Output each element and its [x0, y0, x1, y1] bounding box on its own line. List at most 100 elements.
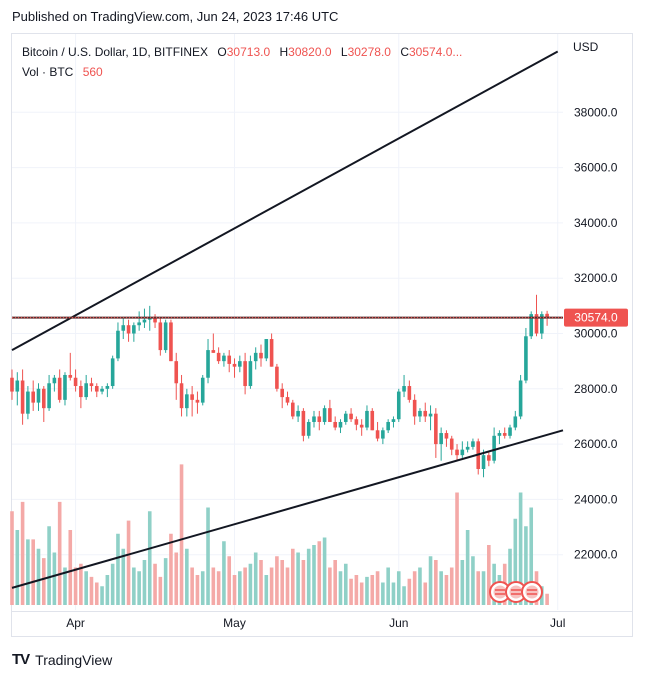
candle-body — [100, 388, 104, 392]
volume-bar — [269, 567, 274, 605]
candle-body — [73, 377, 78, 387]
volume-bar — [63, 567, 67, 605]
candle-body — [121, 325, 126, 331]
candle-body — [455, 449, 459, 456]
volume-bar — [47, 526, 51, 605]
flag-fill — [525, 585, 539, 599]
candle-body — [418, 410, 422, 417]
candle-body — [349, 413, 353, 420]
legend-high-label: H — [279, 45, 289, 59]
candle-body — [375, 430, 380, 439]
volume-bar — [296, 552, 300, 605]
candle-body — [94, 386, 99, 392]
candle-body — [423, 410, 428, 417]
candle-body — [312, 416, 316, 422]
volume-bar — [365, 576, 369, 605]
volume-bar — [476, 571, 481, 605]
candle-body — [365, 410, 369, 428]
candle-body — [434, 413, 438, 445]
candle-body — [497, 433, 502, 436]
legend-volume: 560 — [82, 65, 103, 79]
volume-bar — [354, 575, 359, 605]
volume-bar — [147, 511, 152, 605]
volume-bar — [94, 582, 99, 605]
volume-bar — [328, 567, 332, 605]
candle-body — [169, 322, 173, 362]
candle-body — [285, 397, 290, 403]
volume-bar — [280, 560, 285, 605]
volume-bar — [248, 563, 253, 605]
volume-bar — [190, 567, 194, 605]
volume-bar — [169, 533, 173, 605]
candle-body — [322, 408, 327, 422]
volume-bar — [89, 576, 94, 605]
candle-body — [10, 377, 14, 392]
volume-bar — [264, 575, 269, 605]
candle-body — [439, 433, 443, 445]
candle-body — [428, 413, 433, 417]
volume-bar — [216, 571, 221, 605]
economic-event-flag-icon — [505, 581, 527, 603]
volume-bar — [79, 563, 83, 605]
volume-bar — [227, 556, 232, 605]
currency-label[interactable]: USD — [573, 40, 599, 54]
volume-bar — [349, 578, 353, 605]
legend-low: 30278.0 — [347, 45, 391, 59]
volume-bar — [529, 507, 534, 605]
volume-bar — [317, 541, 322, 605]
volume-bar — [391, 582, 396, 605]
volume-bar — [31, 539, 35, 605]
candle-body — [370, 410, 375, 431]
candle-body — [487, 455, 491, 461]
candle-body — [296, 410, 300, 417]
candle-body — [248, 361, 253, 387]
x-tick-label: Jun — [389, 616, 408, 630]
volume-bar — [259, 560, 263, 605]
candle-body — [396, 391, 401, 420]
volume-bar — [36, 548, 41, 605]
candle-body — [105, 386, 110, 389]
candle-body — [460, 449, 465, 456]
volume-bar — [471, 556, 475, 605]
candle-body — [524, 336, 528, 381]
volume-bar — [185, 548, 189, 605]
y-tick-label: 34000.0 — [574, 216, 618, 230]
x-tick-label: Jul — [550, 616, 565, 630]
candle-body — [444, 433, 449, 439]
candle-body — [391, 419, 396, 422]
candle-body — [412, 399, 417, 417]
volume-bar — [396, 571, 401, 605]
flag-fill — [493, 585, 507, 599]
volume-bar — [402, 586, 406, 605]
legend-volume-label: Vol · BTC — [22, 65, 74, 79]
volume-bar — [158, 576, 163, 605]
volume-bar — [253, 552, 258, 605]
volume-bar — [68, 530, 73, 605]
candle-body — [68, 374, 73, 378]
candle-body — [343, 413, 348, 422]
volume-bar — [386, 567, 390, 605]
legend-open: 30713.0 — [226, 45, 271, 59]
candle-body — [243, 361, 247, 387]
volume-bar — [513, 518, 518, 605]
candle-body — [381, 430, 385, 439]
volume-bar — [200, 571, 205, 605]
x-tick-label: May — [223, 616, 246, 630]
volume-bar — [301, 560, 306, 605]
candle-body — [502, 433, 507, 436]
last-price-tag-label: 30574.0 — [574, 311, 618, 325]
candle-body — [20, 380, 25, 414]
candle-body — [227, 355, 232, 364]
candle-body — [529, 314, 534, 337]
candle-body — [36, 388, 41, 403]
candle-body — [354, 419, 359, 425]
candle-body — [232, 363, 237, 367]
volume-bar — [524, 526, 528, 605]
volume-bar — [275, 556, 279, 605]
candle-body — [534, 314, 539, 334]
legend-close: 30574.0... — [408, 45, 463, 59]
volume-bar — [428, 556, 433, 605]
volume-bar — [10, 511, 14, 605]
candle-body — [402, 386, 406, 392]
